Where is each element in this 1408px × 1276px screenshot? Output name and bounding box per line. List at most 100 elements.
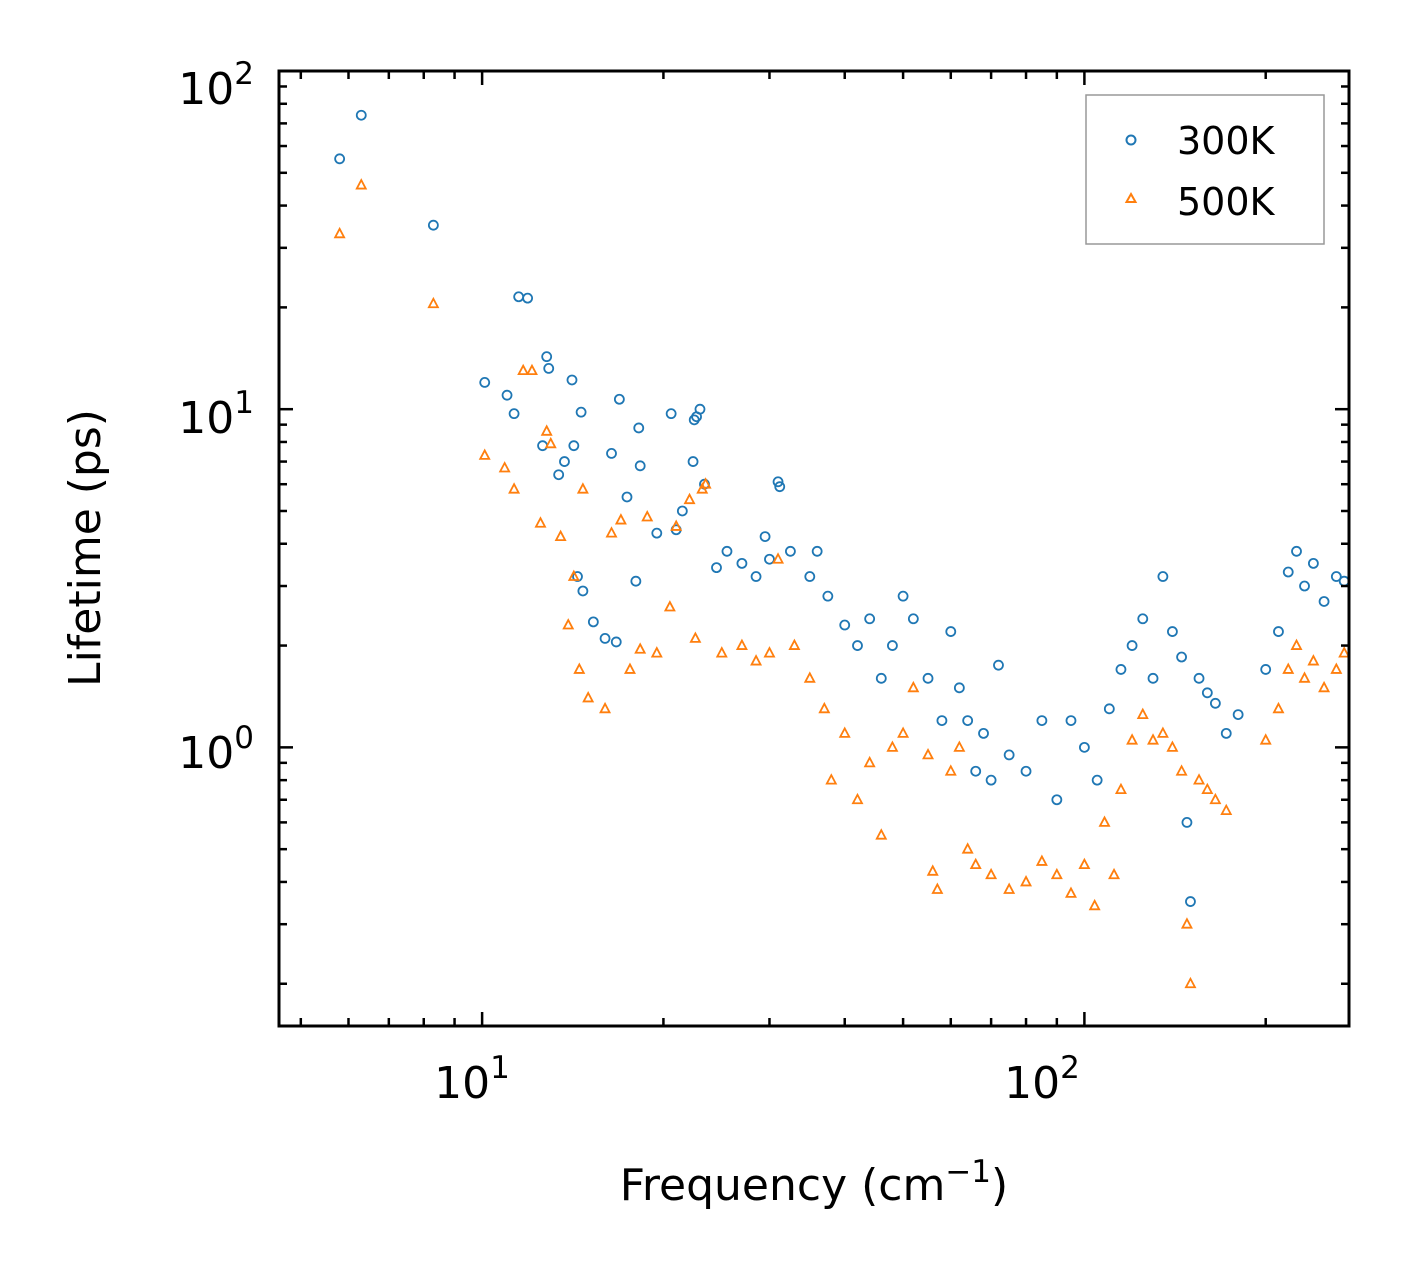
point-300k <box>1273 626 1284 637</box>
point-300k <box>543 363 555 374</box>
point-500k <box>689 631 702 643</box>
x-axis-label: Frequency (cm−1) <box>620 1154 1008 1211</box>
point-300k <box>1176 651 1187 663</box>
point-500k <box>1108 867 1121 880</box>
point-500k <box>1126 733 1139 745</box>
point-500k <box>498 461 511 473</box>
point-300k <box>811 545 823 557</box>
point-500k <box>540 424 553 436</box>
point-500k <box>1114 782 1127 795</box>
point-500k <box>1201 782 1214 795</box>
point-500k <box>715 646 728 658</box>
point-300k <box>1103 703 1115 715</box>
point-300k <box>922 672 934 684</box>
point-500k <box>1298 671 1311 683</box>
point-500k <box>508 482 521 494</box>
point-300k <box>993 659 1004 671</box>
point-500k <box>554 529 567 541</box>
y-tick-label-1: 100 <box>178 720 254 779</box>
point-500k <box>427 296 440 309</box>
point-500k <box>663 600 676 612</box>
point-500k <box>599 701 612 714</box>
x-tick-label-10: 101 <box>434 1050 510 1109</box>
point-500k <box>699 477 712 489</box>
point-300k <box>566 374 578 386</box>
point-300k <box>1260 664 1272 675</box>
point-500k <box>1330 662 1343 674</box>
point-500k <box>355 178 368 190</box>
point-300k <box>630 575 642 587</box>
point-500k <box>985 867 998 880</box>
point-500k <box>1147 733 1160 745</box>
x-tick-label-100: 102 <box>1004 1050 1080 1109</box>
point-300k <box>1157 571 1169 582</box>
point-300k <box>839 619 851 631</box>
point-500k <box>931 882 944 894</box>
point-300k <box>822 590 834 602</box>
y-tick-label-10: 101 <box>178 385 254 444</box>
point-500k <box>1259 733 1272 745</box>
point-500k <box>1209 792 1222 805</box>
point-500k <box>838 726 851 738</box>
point-300k <box>864 613 876 625</box>
point-500k <box>961 842 974 854</box>
point-300k <box>887 640 898 651</box>
point-500k <box>922 747 935 760</box>
point-500k <box>1272 701 1285 714</box>
point-300k <box>687 456 699 467</box>
point-500k <box>534 516 547 528</box>
point-500k <box>683 492 696 505</box>
point-300k <box>577 585 589 597</box>
point-300k <box>1126 640 1138 651</box>
point-500k <box>544 436 557 449</box>
point-300k <box>665 408 677 420</box>
point-500k <box>650 646 663 658</box>
point-500k <box>605 526 618 538</box>
point-500k <box>818 701 831 714</box>
point-300k <box>621 491 633 503</box>
point-300k <box>945 626 957 637</box>
point-500k <box>562 618 575 630</box>
point-500k <box>573 662 586 674</box>
point-300k <box>750 571 762 582</box>
point-300k <box>587 616 599 628</box>
point-300k <box>1282 566 1294 578</box>
point-500k <box>1050 867 1063 880</box>
legend-label-300k: 300K <box>1177 119 1276 163</box>
point-300k <box>1193 672 1205 684</box>
point-300k <box>962 715 974 726</box>
point-500k <box>623 662 636 674</box>
point-500k <box>333 226 346 239</box>
point-300k <box>1137 613 1149 625</box>
legend: 300K 500K <box>1085 94 1325 245</box>
point-300k <box>553 469 565 481</box>
point-500k <box>907 680 920 693</box>
point-500k <box>1136 707 1149 719</box>
point-300k <box>711 562 722 574</box>
point-500k <box>926 864 939 876</box>
point-300k <box>774 481 786 493</box>
point-300k <box>1330 571 1342 582</box>
point-300k <box>1220 727 1232 739</box>
point-300k <box>907 613 919 625</box>
legend-box <box>1085 94 1325 245</box>
point-300k <box>1232 709 1244 720</box>
point-300k <box>764 553 775 565</box>
point-500k <box>478 448 491 460</box>
point-500k <box>1184 976 1197 989</box>
point-500k <box>875 828 888 840</box>
y-axis-label: Lifetime (ps) <box>60 409 111 687</box>
point-300k <box>613 393 625 405</box>
series-500k-markers <box>333 178 1351 989</box>
point-500k <box>851 792 864 805</box>
point-300k <box>606 448 617 459</box>
point-500k <box>1290 638 1303 650</box>
point-300k <box>1185 896 1196 907</box>
point-500k <box>1318 680 1331 693</box>
point-500k <box>1020 875 1033 887</box>
point-300k <box>522 292 534 304</box>
point-300k <box>1181 816 1193 828</box>
point-500k <box>897 726 910 738</box>
point-300k <box>599 632 611 644</box>
